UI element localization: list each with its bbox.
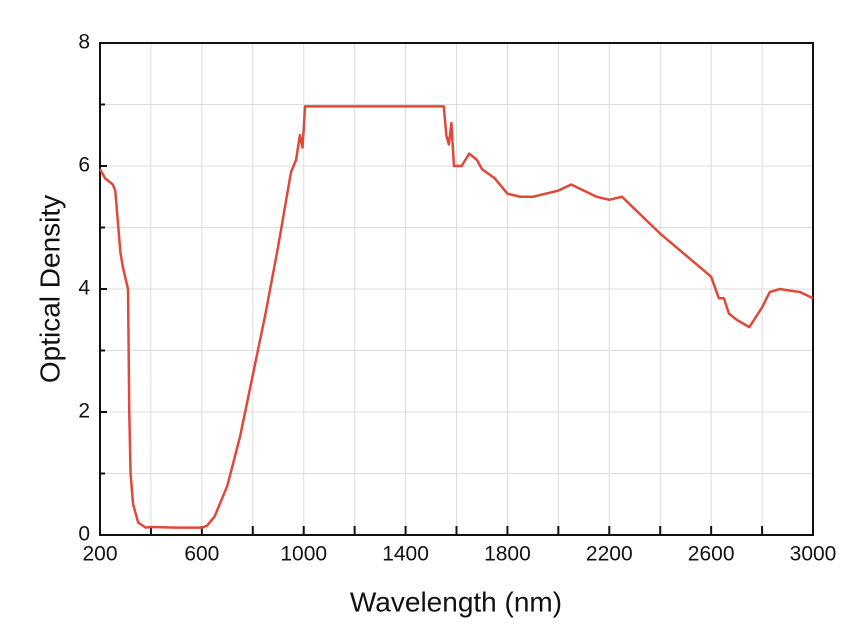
x-tick-label: 1400 (382, 543, 429, 566)
data-line (98, 105, 814, 529)
x-tick-label: 200 (82, 543, 117, 566)
x-tick-label: 3000 (790, 543, 837, 566)
plot-frame (99, 42, 814, 536)
x-tick-label: 1000 (280, 543, 327, 566)
y-tick-label: 0 (78, 523, 90, 546)
x-tick-label: 600 (184, 543, 219, 566)
y-tick-label: 4 (78, 277, 90, 300)
y-tick-label: 6 (78, 154, 90, 177)
x-axis-title: Wavelength (nm) (350, 586, 562, 617)
y-axis-title: Optical Density (34, 195, 65, 383)
y-tick-label: 8 (78, 31, 90, 54)
x-tick-label: 1800 (484, 543, 531, 566)
x-tick-label: 2200 (586, 543, 633, 566)
y-tick-label: 2 (78, 400, 90, 423)
x-tick-label: 2600 (688, 543, 735, 566)
